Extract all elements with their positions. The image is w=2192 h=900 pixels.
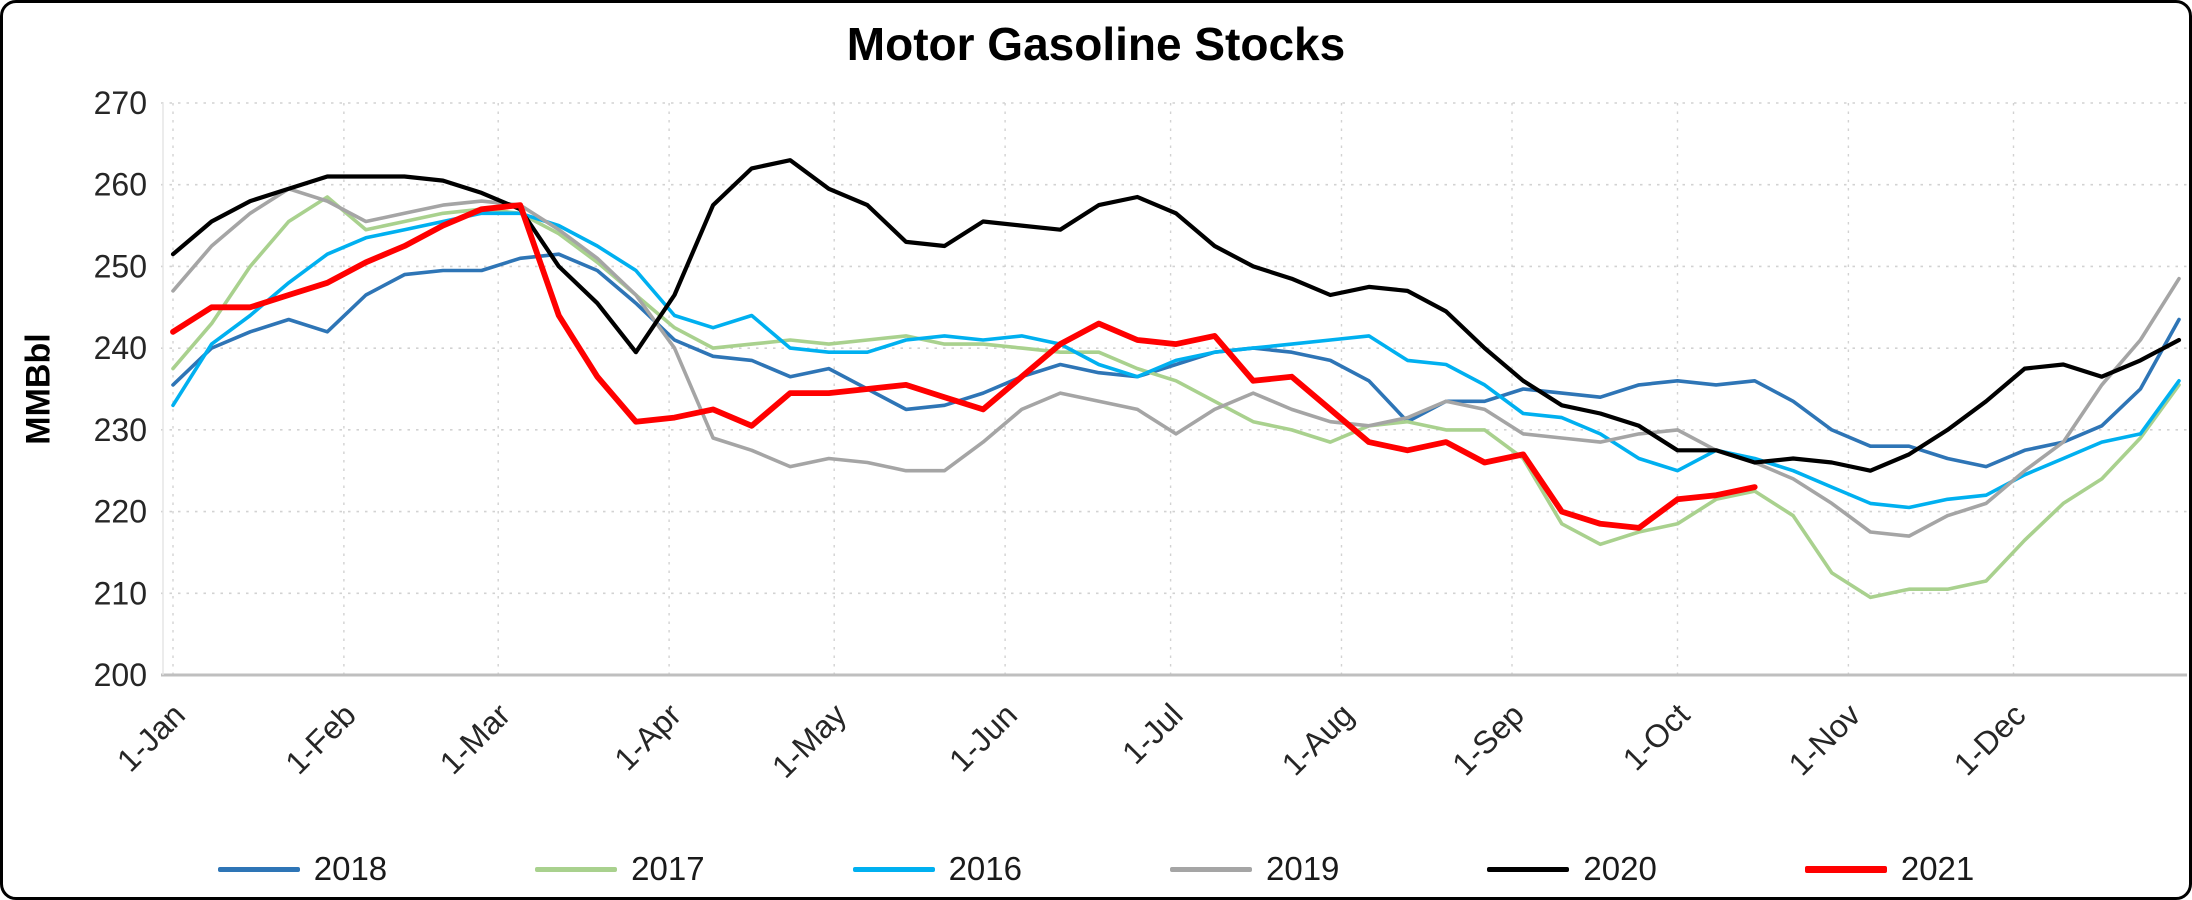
y-tick-label: 230	[94, 412, 147, 448]
legend-label-2019: 2019	[1266, 850, 1340, 887]
y-tick-labels: 200 210 220 230 240 250 260 270	[94, 85, 147, 693]
legend-line-swatch-2016	[852, 866, 935, 872]
chart-title: Motor Gasoline Stocks	[846, 18, 1346, 70]
x-tick-labels: 1-Jan 1-Feb 1-Mar 1-Apr 1-May 1-Jun 1-Jul 1-Aug…	[110, 696, 2033, 785]
legend-item-2020: 2020	[1487, 850, 1657, 887]
series-line-2016	[171, 211, 2181, 510]
legend-item-2017: 2017	[535, 850, 705, 887]
y-tick-label: 200	[94, 657, 147, 693]
x-tick-label: 1-May	[765, 696, 853, 784]
x-tick-label: 1-Jul	[1115, 696, 1190, 771]
legend: 2018 2017 2016 2019 2020 2021	[3, 850, 2189, 887]
x-tick-label: 1-Jan	[110, 696, 192, 778]
x-tick-label: 1-Nov	[1782, 696, 1868, 782]
gridlines-horizontal	[161, 102, 2187, 595]
x-tick-label: 1-Mar	[433, 696, 518, 781]
y-tick-label: 210	[94, 575, 147, 611]
x-tick-label: 1-Feb	[278, 696, 363, 781]
gridlines-vertical	[172, 103, 2015, 675]
x-tick-label: 1-Jun	[942, 696, 1024, 778]
series-line-2021	[170, 202, 1758, 531]
legend-line-swatch-2021	[1804, 865, 1887, 873]
legend-item-2018: 2018	[217, 850, 388, 887]
legend-label-2016: 2016	[948, 850, 1022, 887]
x-tick-label: 1-Apr	[607, 696, 688, 777]
series-line-2018	[171, 252, 2181, 469]
x-tick-label: 1-Sep	[1445, 696, 1531, 782]
legend-label-2018: 2018	[313, 850, 388, 887]
legend-item-2019: 2019	[1170, 850, 1340, 887]
y-tick-label: 240	[94, 330, 147, 366]
legend-line-swatch-2020	[1487, 866, 1570, 872]
x-tick-label: 1-Aug	[1275, 696, 1361, 782]
legend-label-2017: 2017	[631, 850, 705, 887]
legend-line-swatch-2018	[217, 866, 300, 872]
y-tick-label: 260	[94, 167, 147, 203]
legend-line-swatch-2017	[535, 866, 618, 872]
legend-label-2021: 2021	[1900, 850, 1975, 887]
legend-label-2020: 2020	[1583, 850, 1657, 887]
y-tick-label: 220	[94, 494, 147, 530]
y-tick-label: 270	[94, 85, 147, 121]
x-tick-label: 1-Oct	[1616, 696, 1697, 777]
legend-item-2021: 2021	[1804, 850, 1975, 887]
legend-item-2016: 2016	[852, 850, 1022, 887]
x-tick-label: 1-Dec	[1947, 696, 2033, 782]
series-line-2017	[171, 195, 2181, 600]
series-line-2020	[170, 158, 2182, 473]
series-line-2019	[171, 187, 2181, 538]
legend-line-swatch-2019	[1170, 866, 1252, 872]
y-tick-label: 250	[94, 248, 147, 284]
